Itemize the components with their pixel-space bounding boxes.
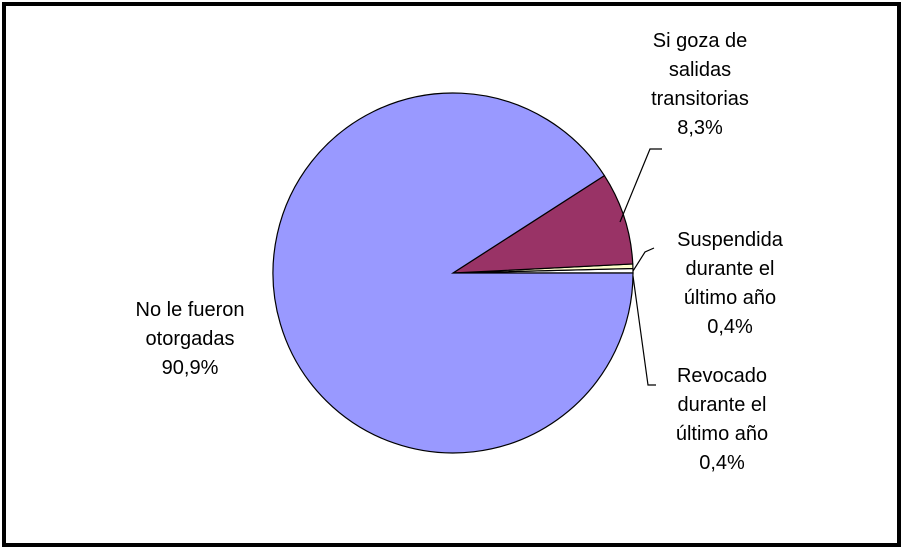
pie-slice — [450, 174, 634, 274]
label-line: último año — [684, 287, 776, 309]
value-label: 8,3% — [677, 117, 723, 139]
label-line: durante el — [678, 394, 767, 416]
leader-line — [632, 275, 656, 386]
leader-line — [619, 148, 662, 223]
label-line: No le fueron — [136, 299, 245, 321]
label-line: Si goza de — [653, 30, 748, 52]
label-line: Suspendida — [677, 229, 784, 251]
value-label: 0,4% — [707, 316, 753, 338]
slice-label: Si goza de salidas transitorias — [651, 30, 749, 110]
label-line: Revocado — [677, 365, 767, 387]
label-line: transitorias — [651, 88, 749, 110]
pie-slice — [272, 92, 634, 454]
slice-label: Revocado durante el último año — [676, 365, 768, 445]
label-line: otorgadas — [146, 328, 235, 350]
value-label: 0,4% — [699, 452, 745, 474]
value-label: 90,9% — [162, 357, 219, 379]
label-line: salidas — [669, 59, 731, 81]
label-line: último año — [676, 423, 768, 445]
label-line: durante el — [686, 258, 775, 280]
leader-line — [632, 247, 655, 272]
slice-label: Suspendida durante el último año — [677, 229, 784, 309]
slice-label: No le fueron otorgadas — [136, 299, 245, 350]
